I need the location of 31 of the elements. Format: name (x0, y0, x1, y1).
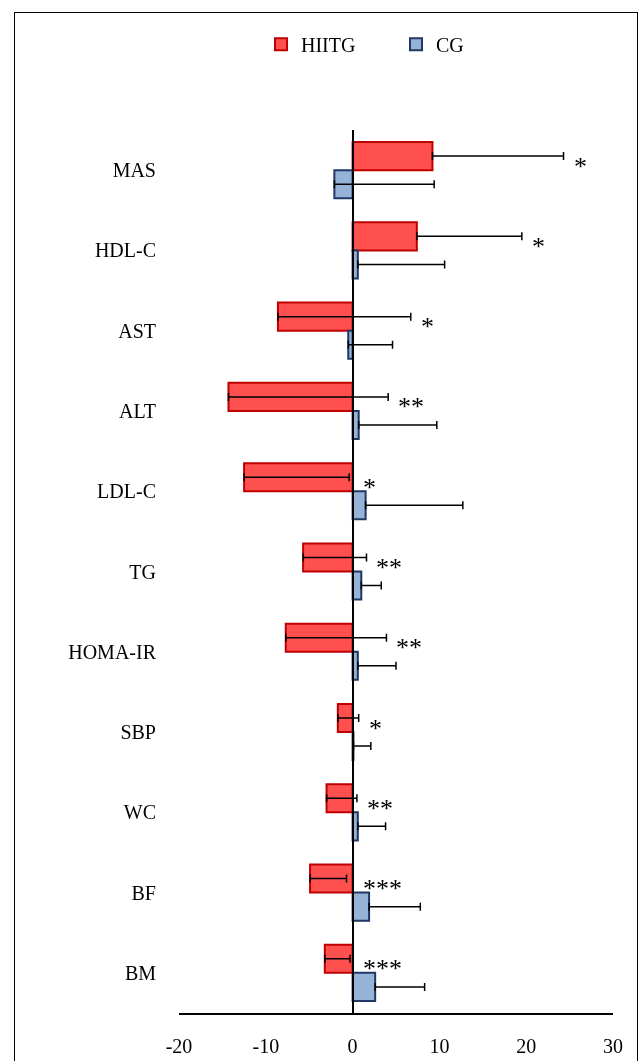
x-tick-label: 0 (347, 1034, 358, 1057)
legend-label: HIITG (301, 34, 356, 57)
x-tick-label: 30 (603, 1034, 623, 1057)
legend-label: CG (436, 34, 464, 57)
figure-frame: -20 -10 0 10 20 30 MAS HDL-C AST ALT LDL-C TG HOMA-IR SBP WC BF BM HIITG CG *** *** ** ** ****** *** (14, 12, 638, 1061)
y-tick-label: AST (118, 319, 156, 342)
x-tick-label: 10 (429, 1034, 450, 1057)
annotation: *** (363, 874, 402, 903)
y-tick-label: SBP (120, 721, 156, 744)
y-tick-label: TG (129, 560, 156, 583)
x-tick-label: -20 (165, 1034, 193, 1057)
annotation: * (574, 152, 587, 181)
x-tick-label: -10 (252, 1034, 280, 1057)
annotation: * (421, 312, 434, 341)
annotation: ** (396, 633, 422, 662)
annotation: *** (363, 954, 402, 983)
y-tick-label: HOMA-IR (68, 640, 157, 663)
y-tick-label: BF (131, 881, 156, 904)
annotation: ** (367, 794, 393, 823)
y-tick-label: BM (124, 961, 157, 984)
annotation: * (363, 473, 376, 502)
annotation: * (369, 714, 382, 743)
y-tick-label: MAS (112, 159, 156, 182)
y-tick-label: HDL-C (94, 239, 156, 262)
y-tick-label: LDL-C (97, 480, 156, 503)
y-tick-label: WC (123, 801, 156, 824)
annotation: * (532, 232, 545, 261)
y-tick-label: ALT (118, 399, 156, 422)
annotation: ** (398, 392, 424, 421)
annotation: ** (376, 553, 402, 582)
x-tick-label: 20 (516, 1034, 537, 1057)
